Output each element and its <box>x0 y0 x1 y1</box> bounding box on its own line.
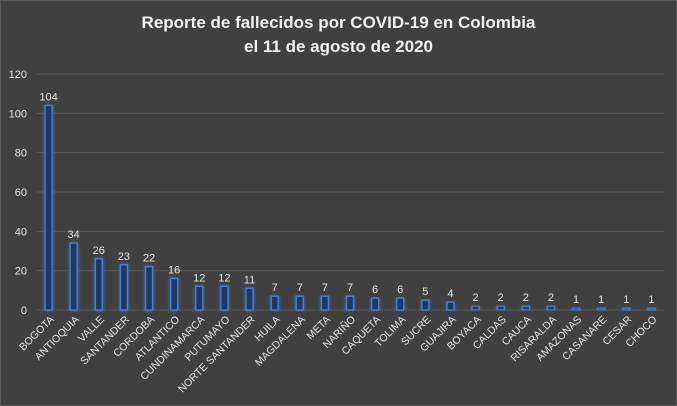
data-label: 23 <box>118 251 130 263</box>
bar-norte-santander <box>245 287 254 311</box>
bar-santander <box>119 264 129 311</box>
bar-nariño <box>345 295 355 311</box>
bar-guajira <box>446 301 455 311</box>
data-label: 12 <box>193 272 205 284</box>
bar-tolima <box>396 297 405 311</box>
category-labels: BOGOTAANTIOQUIAVALLESANTANDERCORDOBAATLA… <box>17 313 660 395</box>
data-label: 1 <box>623 294 629 306</box>
data-label: 7 <box>272 282 278 294</box>
bar-bogota <box>44 104 53 311</box>
y-tick-label-80: 80 <box>15 148 27 160</box>
bar-caqueta <box>370 297 380 311</box>
bar-amazonas <box>571 307 581 311</box>
data-label: 6 <box>372 284 378 296</box>
bar-meta <box>320 295 330 311</box>
bar-putumayo <box>220 285 229 311</box>
data-label: 2 <box>498 292 504 304</box>
y-tick-label-40: 40 <box>15 226 27 238</box>
gridlines <box>36 73 664 311</box>
data-label: 12 <box>218 272 230 284</box>
data-label: 2 <box>523 292 529 304</box>
bar-antioquia <box>69 242 78 311</box>
bar-risaralda <box>546 305 556 311</box>
bar-sucre <box>421 299 430 311</box>
bar-atlantico <box>169 277 179 311</box>
data-label: 11 <box>244 274 255 286</box>
bar-magdalena <box>295 295 304 311</box>
y-tick-label-0: 0 <box>21 305 27 317</box>
data-label: 104 <box>39 91 57 103</box>
bar-huila <box>270 295 279 311</box>
data-label: 1 <box>598 294 604 306</box>
data-label: 7 <box>297 282 303 294</box>
bar-caldas <box>496 305 505 311</box>
data-label: 22 <box>143 253 155 265</box>
y-tick-label-20: 20 <box>15 266 27 278</box>
bar-boyaca <box>471 305 480 311</box>
bar-choco <box>647 307 656 311</box>
bar-casanare <box>596 307 606 311</box>
data-label: 1 <box>573 294 579 306</box>
data-label: 7 <box>322 282 328 294</box>
bar-cauca <box>521 305 531 311</box>
data-label: 34 <box>68 229 80 241</box>
data-label: 1 <box>648 294 654 306</box>
data-label: 2 <box>548 292 554 304</box>
data-label: 7 <box>347 282 353 294</box>
chart-title-line-1: Reporte de fallecidos por COVID-19 en Co… <box>141 13 536 32</box>
chart-title-line-2: el 11 de agosto de 2020 <box>244 37 433 56</box>
y-axis-ticks: 0 20 40 60 80 100 120 <box>9 69 27 317</box>
data-label: 26 <box>93 245 105 257</box>
data-label: 6 <box>397 284 403 296</box>
bar-cesar <box>622 307 631 311</box>
bar-cundinamarca <box>195 285 204 311</box>
y-tick-label-60: 60 <box>15 187 27 199</box>
data-label: 5 <box>422 286 428 298</box>
data-label: 2 <box>473 292 479 304</box>
bars <box>44 104 656 311</box>
y-tick-label-100: 100 <box>9 108 27 120</box>
data-label: 4 <box>447 288 453 300</box>
y-tick-label-120: 120 <box>9 69 27 81</box>
data-label: 16 <box>168 265 180 277</box>
bar-valle <box>94 258 104 311</box>
bar-cordoba <box>144 266 154 311</box>
